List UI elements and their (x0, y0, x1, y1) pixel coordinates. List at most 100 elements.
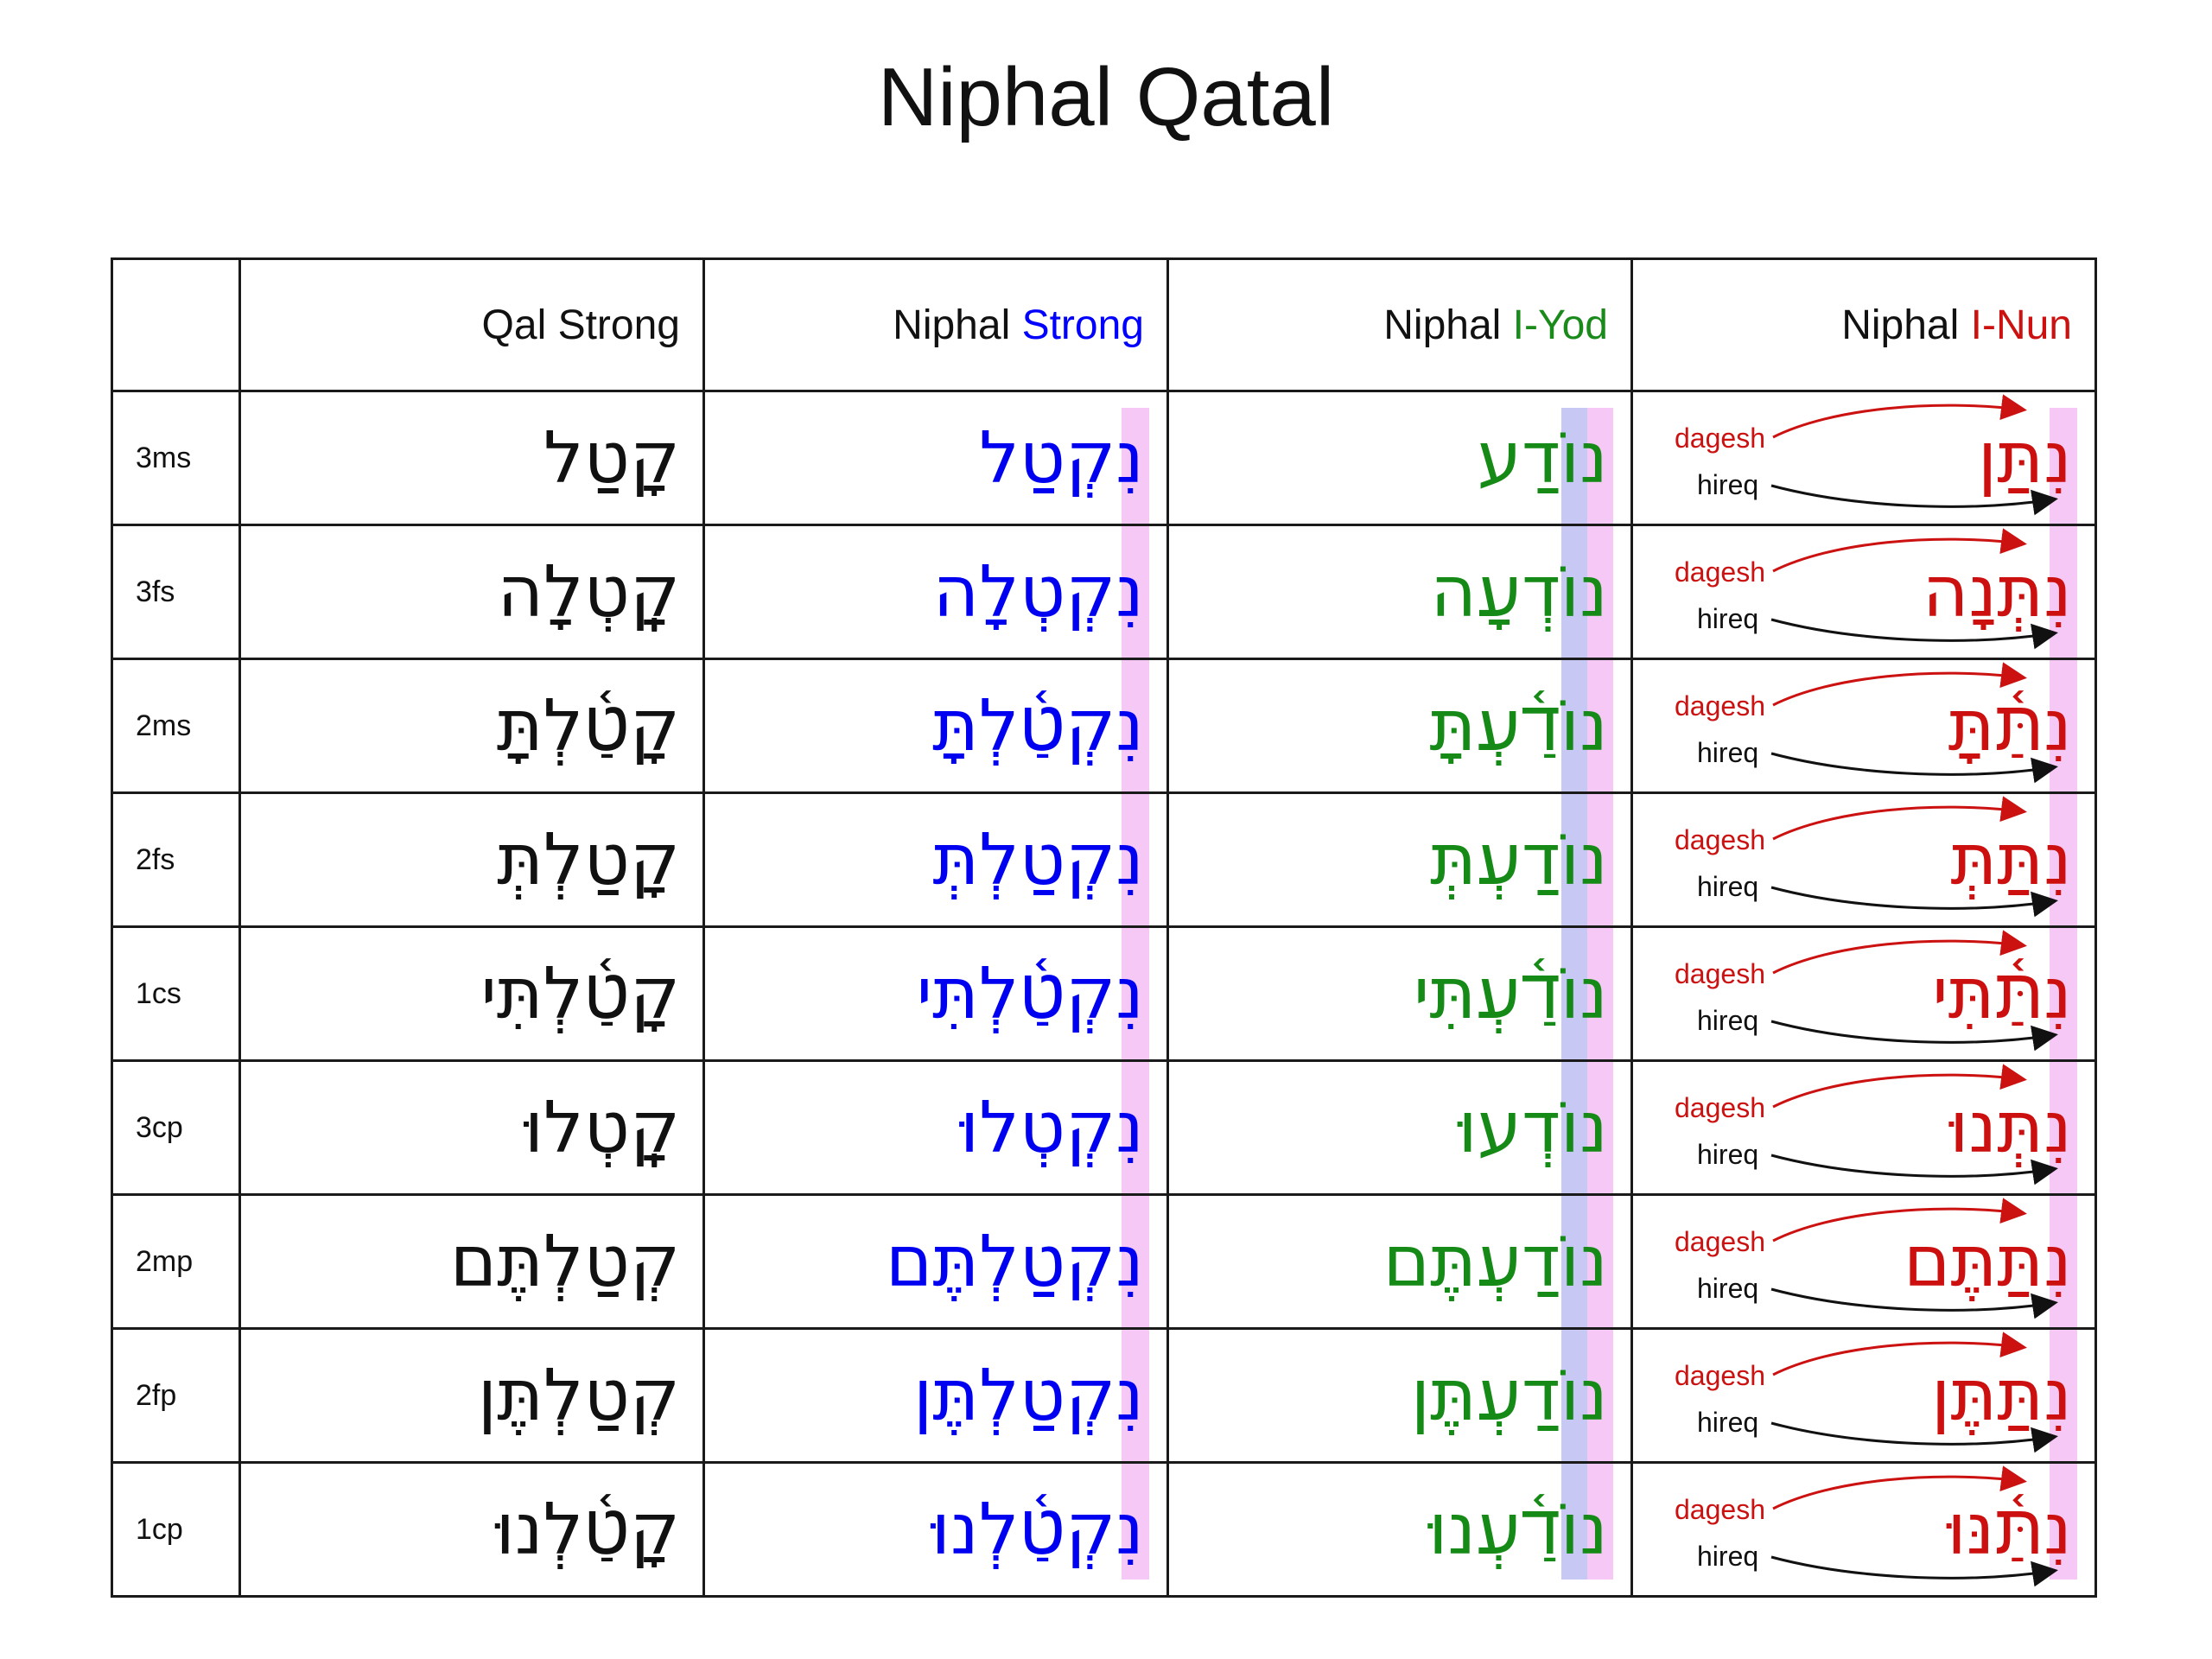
header-qal-label: Qal Strong (481, 302, 680, 348)
form-qal-strong: קָטַ֫לְתִּי (480, 952, 680, 1035)
dagesh-arrow (1772, 1465, 2027, 1510)
form-niphal-strong: נִקְטַלְתֶּן (912, 1354, 1144, 1437)
form-niphal-iyod-cell: נוֹדַעְתֶּם (1166, 1193, 1633, 1330)
dagesh-arrow (1772, 1198, 2027, 1243)
form-niphal-iyod: נוֹדַ֫עְתָּ (1429, 684, 1608, 767)
assimilation-arrows: dagesh hireq (1675, 1332, 2058, 1453)
dagesh-annotation: dagesh (1675, 1494, 1765, 1525)
form-niphal-iyod: נוֹדְעָה (1430, 550, 1608, 633)
form-niphal-strong: נִקְטַ֫לְתִּי (916, 952, 1144, 1035)
form-qal-strong-cell: קָֽטְלָה (238, 524, 705, 660)
header-niphal-inun: Niphal I-Nun (1630, 257, 2097, 392)
table-row: 3cp קָֽטְלוּ נִקְטְלוּ נוֹדְעוּ dagesh hireq נ… (111, 1059, 2097, 1196)
form-niphal-inun-cell: dagesh hireq נִתַּתֶּם (1630, 1193, 2097, 1330)
hireq-annotation: hireq (1697, 1541, 1758, 1572)
form-niphal-inun-cell: dagesh hireq נִתְּנוּ (1630, 1059, 2097, 1196)
hireq-annotation: hireq (1697, 1273, 1758, 1304)
form-qal-strong: קָטַל (543, 416, 680, 499)
hireq-arrow (1770, 484, 2058, 516)
dagesh-annotation: dagesh (1675, 556, 1765, 588)
assimilation-arrows: dagesh hireq (1675, 1064, 2058, 1185)
table-row: 1cs קָטַ֫לְתִּי נִקְטַ֫לְתִּי נוֹדַ֫עְתִּי d… (111, 925, 2097, 1062)
assimilation-arrows: dagesh hireq (1675, 1465, 2058, 1587)
form-qal-strong-cell: קְטַלְתֶּן (238, 1327, 705, 1464)
hireq-annotation: hireq (1697, 1005, 1758, 1036)
form-niphal-inun-cell: dagesh hireq נִתַּתֶּן (1630, 1327, 2097, 1464)
form-niphal-inun: נִתַּ֫נּוּ (1947, 1488, 2072, 1571)
form-niphal-strong: נִקְטַ֫לְתָּ (931, 684, 1144, 767)
form-niphal-iyod: נוֹדְעוּ (1458, 1086, 1608, 1169)
form-niphal-inun-cell: dagesh hireq נִתַּ֫תָּ (1630, 658, 2097, 794)
table-row: 2fp קְטַלְתֶּן נִקְטַלְתֶּן נוֹדַעְתֶּן dage… (111, 1327, 2097, 1464)
form-niphal-iyod-cell: נוֹדְעוּ (1166, 1059, 1633, 1196)
slide-title: Niphal Qatal (877, 51, 1335, 143)
hireq-arrow (1770, 618, 2058, 650)
form-niphal-iyod-cell: נוֹדַ֫עְתִּי (1166, 925, 1633, 1062)
dagesh-arrow (1772, 796, 2027, 841)
form-niphal-inun: נִתַּתְּ (1950, 818, 2072, 901)
form-niphal-iyod-cell: נוֹדַע (1166, 390, 1633, 526)
hireq-annotation: hireq (1697, 871, 1758, 902)
person-label: 1cs (111, 925, 241, 1062)
form-qal-strong-cell: קָטַ֫לְנוּ (238, 1461, 705, 1598)
hireq-annotation: hireq (1697, 1139, 1758, 1170)
header-niphal-iyod-suffix: I-Yod (1512, 302, 1608, 348)
form-niphal-strong: נִקְטְלוּ (959, 1086, 1144, 1169)
form-niphal-strong: נִקְטַלְתְּ (932, 818, 1144, 901)
form-niphal-strong-cell: נִקְטְלוּ (702, 1059, 1169, 1196)
form-niphal-iyod: נוֹדַעְתֶּן (1410, 1354, 1608, 1437)
form-niphal-iyod: נוֹדַע (1477, 416, 1608, 499)
form-niphal-strong-cell: נִקְטַ֫לְתִּי (702, 925, 1169, 1062)
dagesh-annotation: dagesh (1675, 824, 1765, 855)
dagesh-annotation: dagesh (1675, 690, 1765, 721)
person-label: 1cp (111, 1461, 241, 1598)
form-qal-strong: קְטַלְתֶּם (449, 1220, 680, 1303)
hireq-arrow (1770, 886, 2058, 918)
form-niphal-strong-cell: נִקְטַלְתֶּם (702, 1193, 1169, 1330)
hireq-annotation: hireq (1697, 603, 1758, 634)
form-niphal-strong-cell: נִקְטַלְתְּ (702, 791, 1169, 928)
person-label: 3ms (111, 390, 241, 526)
form-niphal-strong-cell: נִקְטְלָה (702, 524, 1169, 660)
hireq-arrow (1770, 1154, 2058, 1185)
dagesh-annotation: dagesh (1675, 958, 1765, 989)
assimilation-arrows: dagesh hireq (1675, 930, 2058, 1052)
form-niphal-iyod-cell: נוֹדַ֫עְנוּ (1166, 1461, 1633, 1598)
form-niphal-strong-cell: נִקְטַלְתֶּן (702, 1327, 1169, 1464)
table-row: 1cp קָטַ֫לְנוּ נִקְטַ֫לְנוּ נוֹדַ֫עְנוּ dage… (111, 1461, 2097, 1598)
form-niphal-strong: נִקְטַל (979, 416, 1144, 499)
person-label: 3fs (111, 524, 241, 660)
hireq-arrow (1770, 752, 2058, 784)
table-row: 2fs קָטַלְתְּ נִקְטַלְתְּ נוֹדַעְתְּ dagesh h… (111, 791, 2097, 928)
header-niphal-iyod-prefix: Niphal (1383, 302, 1513, 348)
hireq-arrow (1770, 1421, 2058, 1453)
form-qal-strong: קָֽטְלוּ (524, 1086, 680, 1169)
dagesh-arrow (1772, 1332, 2027, 1376)
hireq-arrow (1770, 1555, 2058, 1587)
form-niphal-inun: נִתַּ֫תִּי (1932, 952, 2072, 1035)
table-row: 2mp קְטַלְתֶּם נִקְטַלְתֶּם נוֹדַעְתֶּם dage… (111, 1193, 2097, 1330)
form-qal-strong-cell: קָטַל (238, 390, 705, 526)
form-niphal-inun: נִתַּ֫תָּ (1948, 684, 2072, 767)
paradigm-table: Qal Strong Niphal Strong Niphal I-Yod Ni… (111, 257, 2097, 1598)
form-niphal-inun: נִתַּן (1977, 416, 2072, 499)
form-niphal-iyod-cell: נוֹדַעְתְּ (1166, 791, 1633, 928)
header-niphal-strong-suffix: Strong (1021, 302, 1144, 348)
form-niphal-iyod: נוֹדַ֫עְנוּ (1428, 1488, 1608, 1571)
hireq-annotation: hireq (1697, 1407, 1758, 1438)
form-niphal-iyod: נוֹדַעְתְּ (1430, 818, 1608, 901)
form-niphal-inun-cell: dagesh hireq נִתְּנָה (1630, 524, 2097, 660)
assimilation-arrows: dagesh hireq (1675, 796, 2058, 918)
form-qal-strong-cell: קָֽטְלוּ (238, 1059, 705, 1196)
hireq-arrow (1770, 1020, 2058, 1052)
dagesh-arrow (1772, 394, 2027, 439)
form-niphal-iyod-cell: נוֹדְעָה (1166, 524, 1633, 660)
dagesh-arrow (1772, 1064, 2027, 1109)
form-niphal-inun-cell: dagesh hireq נִתַּן (1630, 390, 2097, 526)
form-niphal-strong-cell: נִקְטַ֫לְתָּ (702, 658, 1169, 794)
form-niphal-inun: נִתְּנָה (1922, 550, 2072, 633)
dagesh-arrow (1772, 930, 2027, 975)
form-qal-strong: קָטַ֫לְתָּ (496, 684, 680, 767)
person-label: 3cp (111, 1059, 241, 1196)
header-qal-strong: Qal Strong (238, 257, 705, 392)
